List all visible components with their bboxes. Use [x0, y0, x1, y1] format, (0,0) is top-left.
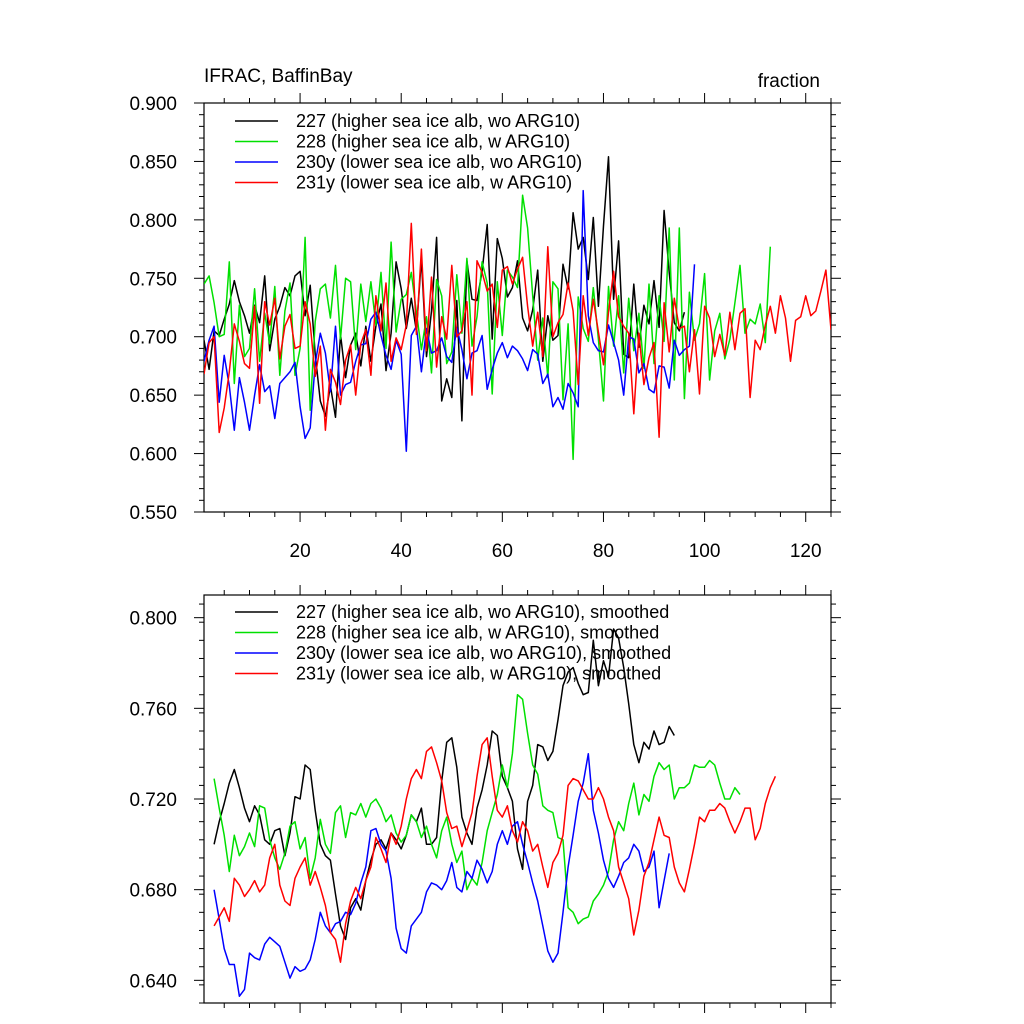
y-tick-label: 0.760	[129, 699, 177, 720]
legend: 227 (higher sea ice alb, wo ARG10), smoo…	[235, 602, 671, 684]
x-tick-label: 120	[790, 541, 822, 562]
series-line	[204, 156, 686, 422]
top-panel: 0.550 0.600 0.650 0.700 0.750 0.800 0.850 0.900…	[129, 93, 841, 562]
legend-label: 230y (lower sea ice alb, wo ARG10)	[296, 152, 582, 172]
legend-label: 228 (higher sea ice alb, w ARG10)	[296, 132, 570, 152]
x-tick-label: 20	[290, 541, 311, 562]
y-tick-label: 0.900	[129, 94, 177, 115]
y-tick-label: 0.650	[129, 386, 177, 407]
legend-label: 227 (higher sea ice alb, wo ARG10)	[296, 111, 580, 131]
y-tick-label: 0.550	[129, 503, 177, 524]
legend-label: 230y (lower sea ice alb, wo ARG10), smoo…	[296, 643, 671, 663]
y-tick-label: 0.720	[129, 790, 177, 811]
x-tick-label: 80	[593, 541, 614, 562]
plot-frame	[203, 102, 832, 513]
legend: 227 (higher sea ice alb, wo ARG10)228 (h…	[235, 111, 582, 193]
y-tick-label: 0.850	[129, 152, 177, 173]
x-tick-label: 60	[492, 541, 513, 562]
series-line	[213, 628, 675, 941]
units-label: fraction	[758, 71, 820, 92]
series-line	[204, 222, 831, 438]
legend-label: 227 (higher sea ice alb, wo ARG10), smoo…	[296, 602, 669, 622]
series-line	[213, 752, 670, 997]
y-tick-label: 0.640	[129, 971, 177, 992]
y-tick-label: 0.700	[129, 328, 177, 349]
series-group	[204, 156, 831, 461]
series-line	[213, 737, 777, 963]
legend-label: 231y (lower sea ice alb, w ARG10)	[296, 173, 572, 193]
figure-title: IFRAC, BaffinBay	[204, 66, 353, 87]
y-tick-label: 0.680	[129, 881, 177, 902]
y-tick-label: 0.800	[129, 211, 177, 232]
series-line	[204, 194, 772, 461]
series-line	[204, 189, 696, 452]
x-tick-label: 40	[391, 541, 412, 562]
y-tick-label: 0.600	[129, 445, 177, 466]
legend-label: 228 (higher sea ice alb, w ARG10), smoot…	[296, 623, 659, 643]
legend-label: 231y (lower sea ice alb, w ARG10), smoot…	[296, 664, 661, 684]
y-tick-label: 0.800	[129, 609, 177, 630]
y-tick-label: 0.750	[129, 269, 177, 290]
series-line	[213, 693, 741, 925]
bottom-panel: 0.640 0.680 0.720 0.760 0.800 227 (higher sea…	[129, 585, 841, 1013]
series-group	[213, 628, 777, 997]
x-tick-label: 100	[689, 541, 721, 562]
